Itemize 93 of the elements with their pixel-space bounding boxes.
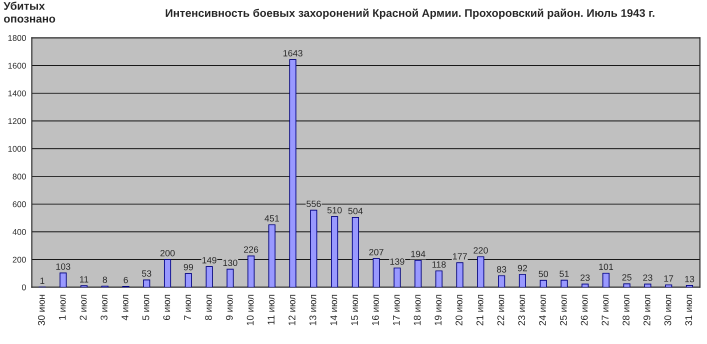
bar bbox=[477, 256, 484, 288]
bar bbox=[435, 270, 442, 288]
data-label: 25 bbox=[622, 274, 632, 281]
x-tick-label: 28 июл bbox=[622, 294, 630, 326]
x-tick-label: 30 июл bbox=[664, 294, 672, 326]
x-tick-label: 24 июл bbox=[539, 294, 546, 326]
x-tick-label: 10 июл bbox=[246, 294, 254, 326]
data-label: 83 bbox=[496, 266, 506, 273]
bar bbox=[247, 256, 255, 288]
data-label: 149 bbox=[202, 257, 216, 264]
data-label: 17 bbox=[664, 275, 674, 282]
data-label: 177 bbox=[452, 253, 467, 260]
y-tick-label: 1600 bbox=[8, 62, 26, 69]
data-label: 50 bbox=[538, 270, 548, 278]
x-tick-label: 26 июл bbox=[580, 294, 588, 326]
y-tick-label: 1400 bbox=[8, 90, 26, 96]
x-tick-label: 4 июл bbox=[122, 294, 128, 320]
bar bbox=[602, 272, 610, 288]
x-tick-label: 1 июл bbox=[58, 294, 66, 320]
data-label: 6 bbox=[124, 276, 128, 284]
y-tick-label: 0 bbox=[22, 284, 26, 290]
bar bbox=[414, 260, 422, 288]
x-tick-label: 19 июл bbox=[434, 294, 442, 326]
bar bbox=[540, 280, 547, 288]
bar bbox=[456, 262, 464, 288]
bar bbox=[268, 224, 276, 288]
x-tick-label: 5 июл bbox=[142, 294, 150, 320]
x-tick-label: 18 июл bbox=[414, 294, 421, 326]
bar bbox=[665, 284, 672, 288]
x-tick-label: 15 июл bbox=[351, 294, 358, 326]
y-tick-label: 800 bbox=[12, 174, 26, 180]
x-tick-label: 7 июл bbox=[184, 294, 192, 320]
data-label: 207 bbox=[369, 248, 384, 256]
x-tick-label: 8 июл bbox=[205, 294, 212, 320]
x-tick-label: 13 июл bbox=[309, 294, 316, 326]
x-tick-label: 31 июл bbox=[685, 294, 692, 326]
data-label: 11 bbox=[80, 276, 88, 282]
y-tick-label: 1800 bbox=[8, 35, 26, 41]
data-label: 451 bbox=[264, 215, 280, 222]
x-tick-label: 29 июл bbox=[643, 294, 650, 326]
x-tick-label: 2 июл bbox=[80, 294, 87, 320]
data-label: 23 bbox=[643, 274, 652, 281]
x-tick-label: 16 июл bbox=[372, 294, 379, 326]
y-tick-label: 1200 bbox=[8, 118, 26, 124]
data-label: 130 bbox=[223, 260, 238, 266]
x-tick-label: 6 июл bbox=[163, 294, 170, 320]
data-label: 99 bbox=[184, 264, 193, 270]
x-tick-label: 14 июл bbox=[330, 294, 338, 326]
data-label: 53 bbox=[142, 270, 152, 277]
x-tick-label: 22 июл bbox=[497, 294, 504, 326]
data-label: 23 bbox=[580, 274, 590, 281]
x-tick-label: 23 июл bbox=[518, 294, 526, 326]
data-label: 200 bbox=[160, 250, 175, 256]
data-label: 51 bbox=[560, 270, 569, 277]
data-label: 92 bbox=[518, 264, 528, 272]
y-tick-label: 1000 bbox=[8, 146, 26, 152]
bar bbox=[310, 210, 318, 288]
x-tick-label: 20 июл bbox=[456, 294, 462, 326]
x-tick-label: 17 июл bbox=[393, 294, 400, 326]
bar bbox=[352, 216, 359, 288]
y-tick-label: 400 bbox=[12, 229, 26, 235]
bar bbox=[394, 268, 401, 288]
chart-title: Интенсивность боевых захоронений Красной Армии. Прохоровский район. Июль 1943 г. bbox=[166, 8, 654, 20]
data-label: 556 bbox=[306, 200, 321, 208]
bar bbox=[623, 283, 630, 288]
data-label: 510 bbox=[327, 207, 342, 214]
x-tick-label: 30 июн bbox=[38, 294, 45, 326]
bar bbox=[498, 275, 506, 288]
data-label: 194 bbox=[411, 250, 426, 258]
x-tick-label: 25 июл bbox=[560, 294, 567, 326]
x-tick-label: 12 июл bbox=[288, 294, 296, 326]
data-label: 13 bbox=[685, 276, 694, 282]
x-tick-label: 11 июл bbox=[268, 294, 275, 324]
bar bbox=[226, 268, 234, 288]
x-tick-label: 27 июл bbox=[602, 294, 609, 326]
bar bbox=[206, 266, 213, 288]
data-label: 8 bbox=[102, 276, 108, 283]
y-tick-label: 600 bbox=[12, 201, 26, 208]
y-tick-label: 200 bbox=[12, 256, 26, 263]
x-tick-label: 9 июл bbox=[226, 294, 233, 320]
y-axis-title: Убитых опознано bbox=[4, 2, 56, 23]
x-tick-label: 21 июл bbox=[476, 294, 484, 326]
data-label: 1643 bbox=[283, 50, 302, 56]
bar bbox=[143, 279, 150, 288]
x-tick-label: 3 июл bbox=[100, 294, 108, 320]
data-label: 118 bbox=[432, 261, 446, 268]
data-label: 504 bbox=[348, 208, 363, 214]
data-label: 220 bbox=[474, 247, 488, 254]
data-label: 101 bbox=[599, 264, 614, 270]
data-label: 1 bbox=[40, 278, 44, 284]
data-label: 103 bbox=[56, 263, 70, 270]
data-label: 139 bbox=[390, 258, 404, 265]
data-label: 226 bbox=[244, 246, 258, 253]
